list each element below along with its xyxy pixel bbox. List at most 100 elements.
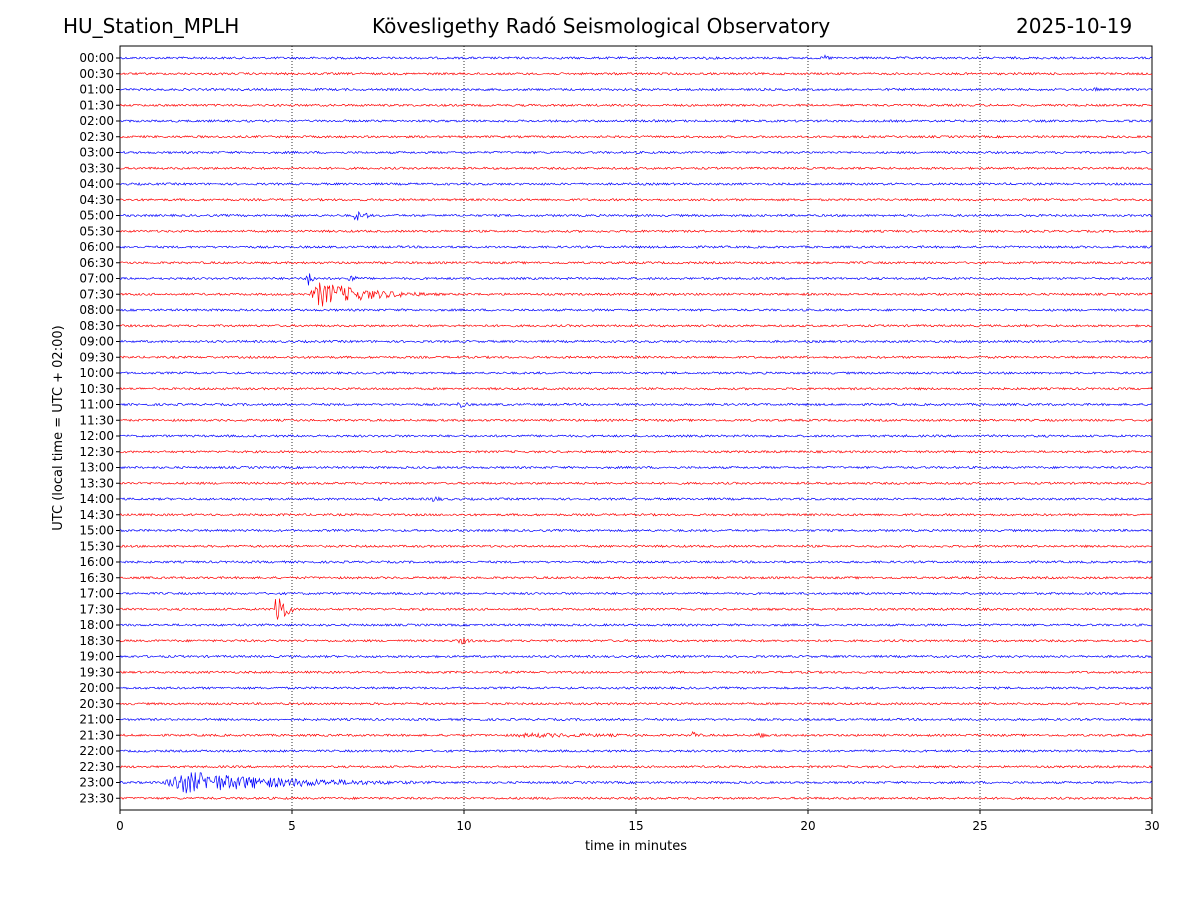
observatory-title: Kövesligethy Radó Seismological Observat… xyxy=(372,14,831,38)
trace-1800 xyxy=(119,623,1153,627)
trace-2300 xyxy=(119,772,1153,794)
trace-1900 xyxy=(119,654,1153,659)
trace-1200 xyxy=(119,434,1153,438)
trace-0400 xyxy=(119,182,1153,186)
y-tick-label: 00:00 xyxy=(79,51,114,65)
x-tick-label: 15 xyxy=(628,819,643,833)
y-tick-label: 22:00 xyxy=(79,744,114,758)
trace-1130 xyxy=(119,418,1153,423)
y-tick-label: 12:30 xyxy=(79,445,114,459)
y-tick-label: 02:00 xyxy=(79,114,114,128)
y-tick-label: 21:00 xyxy=(79,713,114,727)
y-tick-label: 09:30 xyxy=(79,350,114,364)
y-tick-label: 18:00 xyxy=(79,618,114,632)
x-tick-label: 20 xyxy=(800,819,815,833)
y-tick-label: 11:30 xyxy=(79,413,114,427)
x-tick-label: 0 xyxy=(116,819,124,833)
trace-0130 xyxy=(119,103,1153,108)
trace-2130 xyxy=(119,730,1153,739)
y-tick-label: 20:30 xyxy=(79,697,114,711)
y-tick-label: 05:30 xyxy=(79,224,114,238)
trace-1030 xyxy=(119,386,1153,391)
grid-lines xyxy=(291,46,981,810)
trace-0630 xyxy=(119,260,1153,265)
trace-0430 xyxy=(119,197,1153,202)
trace-0330 xyxy=(119,166,1152,171)
y-tick-label: 00:30 xyxy=(79,67,114,81)
y-tick-label: 08:30 xyxy=(79,319,114,333)
trace-0200 xyxy=(119,119,1153,123)
trace-2030 xyxy=(119,701,1153,706)
y-tick-label: 23:00 xyxy=(79,776,114,790)
trace-1430 xyxy=(119,512,1153,517)
trace-0300 xyxy=(119,150,1153,155)
y-tick-label: 06:30 xyxy=(79,256,114,270)
y-tick-label: 02:30 xyxy=(79,130,114,144)
x-tick-label: 10 xyxy=(456,819,471,833)
y-tick-label: 14:30 xyxy=(79,508,114,522)
y-tick-label: 23:30 xyxy=(79,791,114,805)
trace-1400 xyxy=(119,496,1153,503)
trace-2200 xyxy=(119,749,1153,753)
trace-0100 xyxy=(119,86,1153,92)
y-tick-label: 07:30 xyxy=(79,287,114,301)
y-tick-label: 20:00 xyxy=(79,681,114,695)
trace-1830 xyxy=(119,638,1153,645)
y-tick-label: 21:30 xyxy=(79,728,114,742)
y-tick-label: 07:00 xyxy=(79,272,114,286)
trace-1100 xyxy=(119,401,1152,409)
y-tick-label: 10:00 xyxy=(79,366,114,380)
y-tick-label: 05:00 xyxy=(79,209,114,223)
y-tick-label: 15:00 xyxy=(79,524,114,538)
trace-0730 xyxy=(119,282,1153,307)
y-tick-label: 03:00 xyxy=(79,146,114,160)
trace-1230 xyxy=(119,449,1153,454)
x-axis-label: time in minutes xyxy=(585,839,687,854)
trace-1330 xyxy=(119,481,1153,486)
trace-1700 xyxy=(119,591,1153,596)
y-tick-label: 22:30 xyxy=(79,760,114,774)
y-axis-label: UTC (local time = UTC + 02:00) xyxy=(51,325,66,530)
trace-1000 xyxy=(119,371,1153,375)
trace-1730 xyxy=(119,598,1153,620)
x-tick-label: 5 xyxy=(288,819,296,833)
recording-date: 2025-10-19 xyxy=(1016,14,1133,38)
y-tick-label: 04:00 xyxy=(79,177,114,191)
trace-2000 xyxy=(119,686,1153,690)
trace-1630 xyxy=(119,575,1153,580)
y-tick-label: 01:30 xyxy=(79,98,114,112)
trace-0000 xyxy=(119,54,1153,61)
y-tick-label: 16:00 xyxy=(79,555,114,569)
y-tick-label: 17:30 xyxy=(79,602,114,616)
trace-2230 xyxy=(119,764,1153,769)
y-tick-label: 13:00 xyxy=(79,461,114,475)
trace-0900 xyxy=(119,339,1153,344)
y-tick-label: 11:00 xyxy=(79,398,114,412)
trace-1500 xyxy=(119,528,1153,533)
y-tick-label: 14:00 xyxy=(79,492,114,506)
trace-0230 xyxy=(119,134,1153,139)
x-tick-label: 30 xyxy=(1144,819,1159,833)
y-tick-label: 04:30 xyxy=(79,193,114,207)
traces xyxy=(119,54,1153,801)
y-tick-label: 15:30 xyxy=(79,539,114,553)
y-tick-label: 01:00 xyxy=(79,83,114,97)
x-tick-label: 25 xyxy=(972,819,987,833)
trace-1930 xyxy=(119,670,1153,675)
y-tick-label: 13:30 xyxy=(79,476,114,490)
trace-0530 xyxy=(119,229,1153,234)
y-tick-label: 18:30 xyxy=(79,634,114,648)
station-name: HU_Station_MPLH xyxy=(63,14,240,38)
trace-0030 xyxy=(119,71,1153,76)
x-axis-ticks: 0 5 10 15 20 25 30 xyxy=(116,810,1160,833)
trace-1530 xyxy=(119,544,1153,549)
trace-0830 xyxy=(119,323,1153,328)
trace-2100 xyxy=(119,717,1153,722)
trace-2330 xyxy=(119,796,1153,801)
y-tick-label: 03:30 xyxy=(79,161,114,175)
trace-0930 xyxy=(119,355,1152,360)
trace-0600 xyxy=(119,245,1153,249)
y-tick-label: 16:30 xyxy=(79,571,114,585)
